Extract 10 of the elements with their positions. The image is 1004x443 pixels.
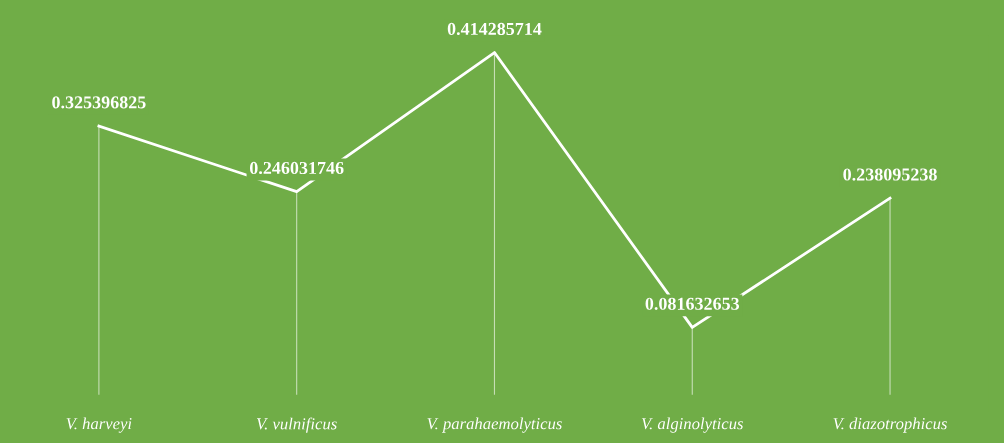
x-tick-label: V. alginolyticus xyxy=(641,417,743,433)
x-tick-label: V. harveyi xyxy=(66,417,132,433)
x-tick-label: V. parahaemolyticus xyxy=(427,417,562,433)
data-label: 0.414285714 xyxy=(447,22,542,36)
x-tick-label: V. vulnificus xyxy=(256,417,337,433)
x-tick-label: V. diazotrophicus xyxy=(833,417,947,433)
data-label: 0.081632653 xyxy=(645,297,740,310)
data-label: 0.246031746 xyxy=(249,161,344,175)
data-label: 0.325396825 xyxy=(52,96,146,109)
data-label: 0.238095238 xyxy=(843,168,937,181)
